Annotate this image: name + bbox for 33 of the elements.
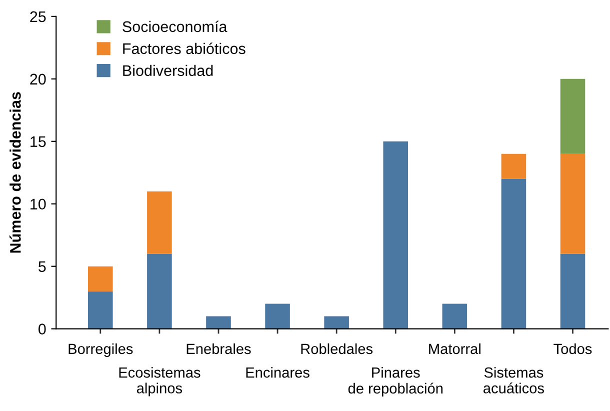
legend-label: Socioeconomía (122, 20, 228, 32)
y-tick-label: 10 (30, 198, 46, 210)
x-tick-label: Borregiles (68, 343, 133, 357)
bar (560, 254, 586, 329)
legend-label: Factores abióticos (123, 42, 246, 54)
bar (147, 254, 172, 329)
y-tick-label: 20 (30, 74, 46, 85)
bar (88, 266, 113, 292)
y-tick-label: 5 (38, 261, 46, 272)
x-tick-label: Todos (554, 343, 592, 354)
x-tick-label: Encinares (246, 366, 310, 378)
bar (442, 304, 468, 329)
y-tick-label: 0 (38, 324, 46, 334)
x-tick-label: Ecosistemas alpinos (119, 366, 200, 396)
x-tick-label: Matorral (429, 343, 480, 354)
bar (206, 316, 231, 329)
bar (560, 154, 586, 254)
x-tick-label: Pinares de repoblación (348, 366, 443, 396)
bar (324, 316, 349, 329)
bar (88, 291, 113, 329)
x-tick-label: Robledales (301, 343, 373, 354)
y-tick-label: 25 (30, 11, 46, 22)
bar (265, 304, 290, 329)
y-tick-label: 15 (30, 136, 46, 148)
legend-label: Biodiversidad (123, 64, 213, 76)
x-tick-label: Sistemas acuáticos (484, 366, 544, 394)
bar (383, 141, 408, 329)
x-tick-label: Enebrales (186, 343, 251, 354)
bar (501, 178, 526, 329)
bar (560, 78, 586, 154)
bar (147, 191, 172, 254)
bar (501, 154, 526, 179)
y-axis-title: Número de evidencias (9, 92, 21, 253)
